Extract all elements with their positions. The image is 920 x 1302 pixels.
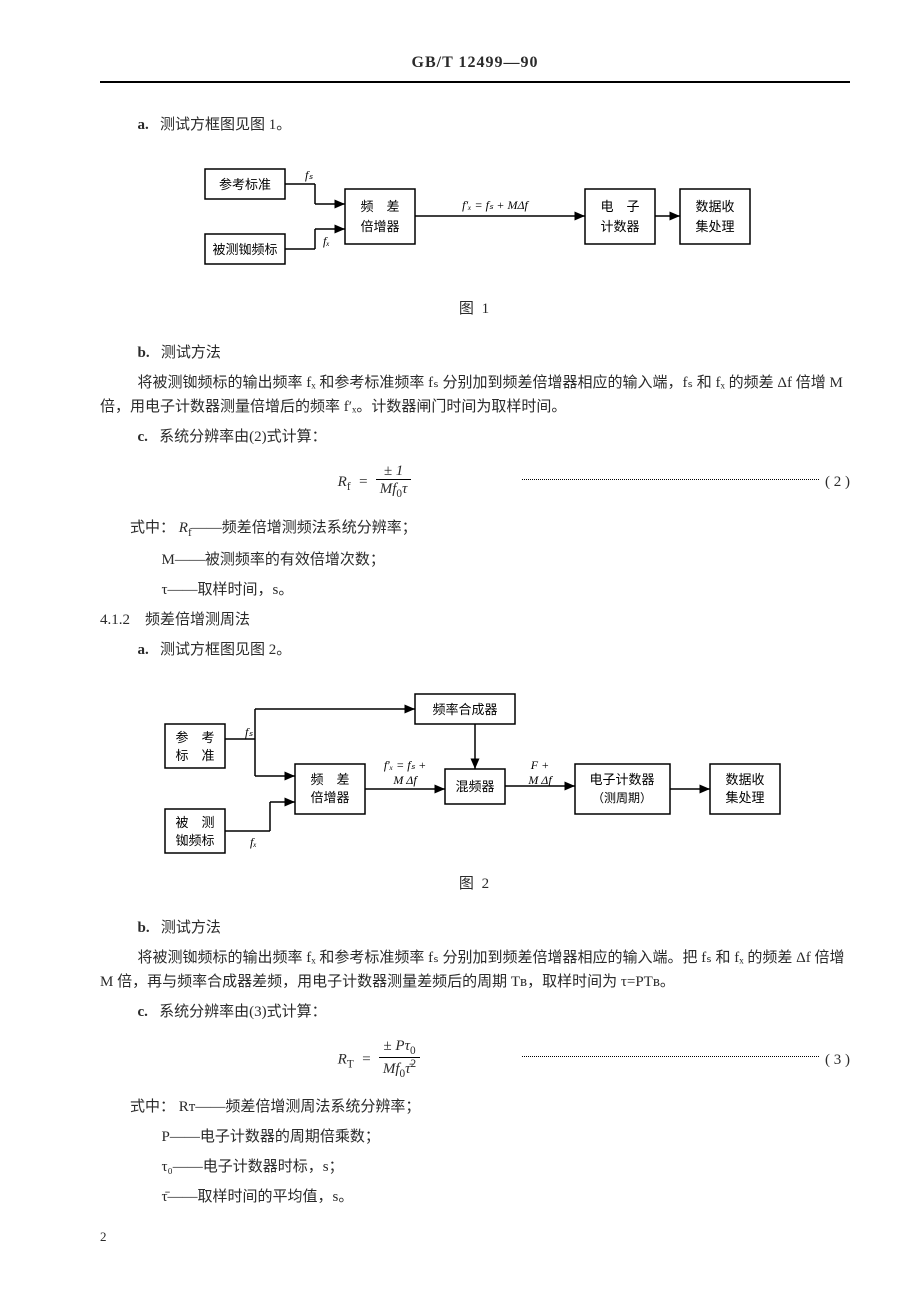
label-a1: a. (138, 117, 149, 133)
formula3-den: Mf0τ̄2 (379, 1058, 420, 1082)
fig2-box-synth: 频率合成器 (432, 702, 497, 717)
text-b1: 测试方法 (161, 345, 221, 361)
item-b1: b. 测试方法 (100, 341, 850, 365)
fig2-lbl-fxp1: f′ₓ = fₛ + (384, 758, 426, 772)
fig2-box-counter-l2: （测周期） (592, 791, 652, 805)
item-a1: a. 测试方框图见图 1。 (100, 113, 850, 137)
fig2-lbl-fxp2: M Δf (392, 773, 418, 787)
fig2-box-ref-l2: 标 准 (175, 748, 214, 763)
fig2-box-dut-l2: 铷频标 (175, 833, 214, 848)
fig1-box-dut: 被测铷频标 (212, 242, 277, 257)
defs-3: 式中： Rᴛ——频差倍增测周法系统分辨率； P——电子计数器的周期倍乘数； τ₀… (100, 1095, 850, 1209)
item-a2: a. 测试方框图见图 2。 (100, 638, 850, 662)
para-b1: 将被测铷频标的输出频率 fₓ 和参考标准频率 fₛ 分别加到频差倍增器相应的输入… (100, 371, 850, 419)
text-b2: 测试方法 (161, 920, 221, 936)
label-c1: c. (138, 429, 148, 445)
fig2-box-counter-l1: 电子计数器 (589, 772, 654, 787)
fig1-box-data-l2: 集处理 (695, 219, 734, 234)
label-b1: b. (138, 345, 150, 361)
fig1-box-mult-l1: 频 差 (360, 199, 399, 214)
fig2-lbl-F2: M Δf (527, 773, 553, 787)
fig2-box-mixer: 混频器 (455, 779, 494, 794)
text-a1: 测试方框图见图 1。 (160, 117, 291, 133)
formula2-den: Mf0τ (376, 480, 412, 502)
item-c1: c. 系统分辨率由(2)式计算： (100, 425, 850, 449)
fig2-box-data-l2: 集处理 (725, 790, 764, 805)
formula-2-num: ( 2 ) (825, 470, 850, 494)
fig2-lbl-fs: fₛ (245, 725, 253, 739)
fig2-box-mult-l2: 倍增器 (310, 790, 349, 805)
figure-1-svg: 参考标准 被测铷频标 频 差 倍增器 电 子 计数器 数据收 集处理 fₛ fₓ (195, 159, 755, 289)
fig1-box-mult-l2: 倍增器 (360, 219, 399, 234)
fig1-box-data-l1: 数据收 (695, 199, 734, 214)
figure-2-caption: 图 2 (100, 872, 850, 896)
fig2-box-dut-l1: 被 测 (175, 815, 214, 830)
figure-1-caption: 图 1 (100, 297, 850, 321)
fig1-box-counter-l2: 计数器 (600, 219, 639, 234)
text-c1: 系统分辨率由(2)式计算： (159, 429, 327, 445)
fig2-lbl-F1: F + (530, 758, 549, 772)
figure-2: 参 考 标 准 被 测 铷频标 频 差 倍增器 频率合成器 混频器 电子计数器 … (100, 684, 850, 864)
defs-2: 式中： Rf——频差倍增测频法系统分辨率； M——被测频率的有效倍增次数； τ—… (100, 516, 850, 602)
formula-3-num: ( 3 ) (825, 1048, 850, 1072)
formula-3: RT = ± Pτ0 Mf0τ̄2 ( 3 ) (100, 1038, 850, 1082)
item-c2: c. 系统分辨率由(3)式计算： (100, 1000, 850, 1024)
fig2-box-mult-l1: 频 差 (310, 772, 349, 787)
fig2-box-ref-l1: 参 考 (175, 730, 214, 745)
figure-2-svg: 参 考 标 准 被 测 铷频标 频 差 倍增器 频率合成器 混频器 电子计数器 … (155, 684, 795, 864)
formula-2: Rf = ± 1 Mf0τ ( 2 ) (100, 463, 850, 502)
text-a2: 测试方框图见图 2。 (160, 642, 291, 658)
fig1-lbl-fxprime: f′ₓ = fₛ + MΔf (462, 198, 529, 212)
fig1-lbl-fs: fₛ (305, 168, 313, 182)
label-c2: c. (138, 1004, 148, 1020)
doc-header: GB/T 12499—90 (100, 50, 850, 83)
fig2-box-data-l1: 数据收 (725, 772, 764, 787)
text-c2: 系统分辨率由(3)式计算： (159, 1004, 327, 1020)
formula3-num: ± Pτ0 (379, 1038, 420, 1058)
label-a2: a. (138, 642, 149, 658)
para-b2: 将被测铷频标的输出频率 fₓ 和参考标准频率 fₛ 分别加到频差倍增器相应的输入… (100, 946, 850, 994)
fig2-lbl-fx: fₓ (250, 835, 257, 849)
label-b2: b. (138, 920, 150, 936)
fig1-lbl-fx: fₓ (323, 234, 330, 248)
figure-1: 参考标准 被测铷频标 频 差 倍增器 电 子 计数器 数据收 集处理 fₛ fₓ (100, 159, 850, 289)
fig1-box-refstd: 参考标准 (219, 177, 271, 192)
item-b2: b. 测试方法 (100, 916, 850, 940)
section-412: 4.1.2 频差倍增测周法 (100, 608, 850, 632)
page-number: 2 (100, 1227, 850, 1248)
fig1-box-counter-l1: 电 子 (600, 199, 639, 214)
